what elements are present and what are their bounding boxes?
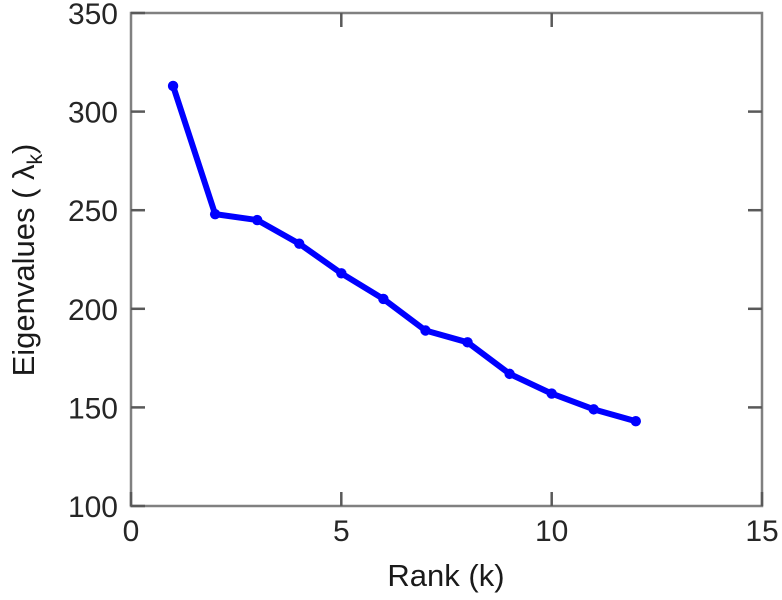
- x-axis-title: Rank (k): [387, 558, 504, 593]
- y-axis-right-ticks: [748, 110, 762, 409]
- y-tick-label-200: 200: [68, 294, 118, 327]
- data-point: [546, 388, 557, 399]
- data-point: [378, 293, 389, 305]
- data-point: [252, 214, 263, 226]
- y-axis-title-subscript: k: [24, 153, 47, 164]
- axes-frame: [129, 11, 764, 508]
- x-axis-top-ticks: [340, 13, 553, 27]
- y-axis-title-main: Eigenvalues ( λ: [6, 164, 41, 376]
- y-tick-labels: 350 300 250 200 150 100: [68, 0, 118, 524]
- data-point: [167, 80, 179, 92]
- data-point: [462, 337, 473, 348]
- data-point: [504, 368, 515, 380]
- data-point: [630, 416, 641, 427]
- x-tick-label-0: 0: [123, 515, 140, 548]
- x-tick-label-5: 5: [333, 515, 350, 548]
- eigenvalue-markers: [167, 80, 641, 427]
- y-tick-label-300: 300: [68, 97, 118, 130]
- svg-text:Eigenvalues ( λk): Eigenvalues ( λk): [6, 144, 47, 377]
- data-point: [420, 325, 431, 336]
- x-tick-label-10: 10: [535, 515, 568, 548]
- y-tick-label-350: 350: [68, 0, 118, 31]
- data-point: [588, 404, 599, 415]
- y-axis-title: Eigenvalues ( λk): [6, 144, 47, 377]
- y-axis-title-suffix: ): [6, 144, 41, 154]
- y-tick-label-250: 250: [68, 195, 118, 228]
- y-tick-label-100: 100: [68, 491, 118, 524]
- y-tick-label-150: 150: [68, 392, 118, 425]
- data-point: [294, 238, 305, 249]
- axes-box: [129, 11, 764, 508]
- y-axis-ticks: [131, 11, 145, 508]
- data-point: [209, 208, 221, 220]
- x-tick-labels: 0 5 10 15: [123, 515, 779, 548]
- data-point: [336, 268, 347, 279]
- x-tick-label-15: 15: [745, 515, 778, 548]
- x-axis-ticks: [129, 492, 764, 506]
- eigenvalue-line: [170, 82, 639, 425]
